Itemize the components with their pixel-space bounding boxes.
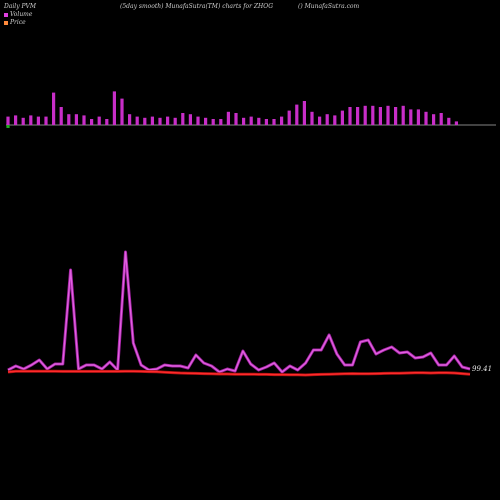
- volume-bar: [242, 117, 246, 125]
- volume-bar: [318, 116, 322, 125]
- volume-bar: [74, 114, 78, 125]
- volume-bar: [348, 107, 352, 125]
- volume-bar-negative: [6, 125, 10, 128]
- volume-bar: [333, 115, 337, 125]
- volume-bar: [21, 117, 25, 125]
- volume-bar: [264, 119, 268, 125]
- volume-bar: [14, 115, 18, 125]
- volume-bar: [150, 116, 154, 125]
- volume-bar: [401, 105, 405, 125]
- volume-bar: [135, 116, 139, 125]
- volume-bar: [378, 107, 382, 125]
- volume-bar: [302, 101, 306, 125]
- volume-bar: [416, 109, 420, 125]
- volume-bar: [158, 117, 162, 125]
- volume-bar: [188, 114, 192, 125]
- volume-line: [7, 251, 471, 373]
- volume-bar: [6, 116, 10, 125]
- volume-bar: [432, 114, 436, 125]
- volume-bar: [234, 113, 238, 125]
- price-swatch-icon: [4, 20, 8, 25]
- price-end-label: 99.41: [472, 365, 492, 373]
- volume-bar: [454, 121, 458, 125]
- volume-bar: [143, 117, 147, 125]
- volume-bar: [439, 113, 443, 125]
- volume-bar: [44, 116, 48, 125]
- volume-bar: [36, 116, 40, 125]
- volume-bar: [325, 114, 329, 125]
- price-line: [7, 370, 471, 376]
- legend-item-volume: Volume: [4, 11, 32, 18]
- volume-bar: [90, 119, 94, 125]
- volume-bar: [371, 105, 375, 125]
- volume-bar: [280, 116, 284, 125]
- chart-type-label: Daily PVM: [4, 3, 37, 10]
- volume-bar: [363, 105, 367, 125]
- volume-bar: [59, 107, 63, 125]
- volume-bar: [447, 117, 451, 125]
- volume-bar: [82, 115, 86, 125]
- legend-item-price: Price: [4, 19, 26, 26]
- volume-swatch-icon: [4, 12, 8, 17]
- volume-bar: [295, 104, 299, 125]
- volume-bar: [112, 91, 116, 125]
- volume-bar: [105, 119, 109, 125]
- volume-bar: [226, 111, 230, 125]
- legend-label-price: Price: [10, 19, 26, 26]
- chart-title: (5day smooth) MunafaSutra(TM) charts for…: [120, 3, 273, 10]
- legend-label-volume: Volume: [10, 11, 33, 18]
- volume-bar: [67, 114, 71, 125]
- volume-bar: [257, 117, 261, 125]
- volume-bar: [211, 119, 215, 125]
- volume-bar: [166, 116, 170, 125]
- volume-bar: [340, 110, 344, 125]
- volume-bar: [249, 116, 253, 125]
- volume-bar: [196, 116, 200, 125]
- volume-bar: [409, 109, 413, 125]
- volume-bar: [173, 117, 177, 125]
- volume-bar: [287, 110, 291, 125]
- source-label: () MunafaSutra.com: [298, 3, 360, 10]
- volume-bar: [310, 111, 314, 125]
- volume-bar: [181, 113, 185, 125]
- volume-bar: [386, 105, 390, 125]
- volume-bar: [219, 119, 223, 125]
- volume-bar: [356, 107, 360, 125]
- volume-bar: [394, 107, 398, 125]
- volume-bar: [128, 114, 132, 125]
- volume-bar: [424, 111, 428, 125]
- volume-bar: [204, 117, 208, 125]
- volume-bar: [29, 115, 33, 125]
- volume-bar: [120, 98, 124, 125]
- volume-bar: [272, 119, 276, 125]
- volume-bar: [97, 116, 101, 125]
- volume-bar: [52, 92, 56, 125]
